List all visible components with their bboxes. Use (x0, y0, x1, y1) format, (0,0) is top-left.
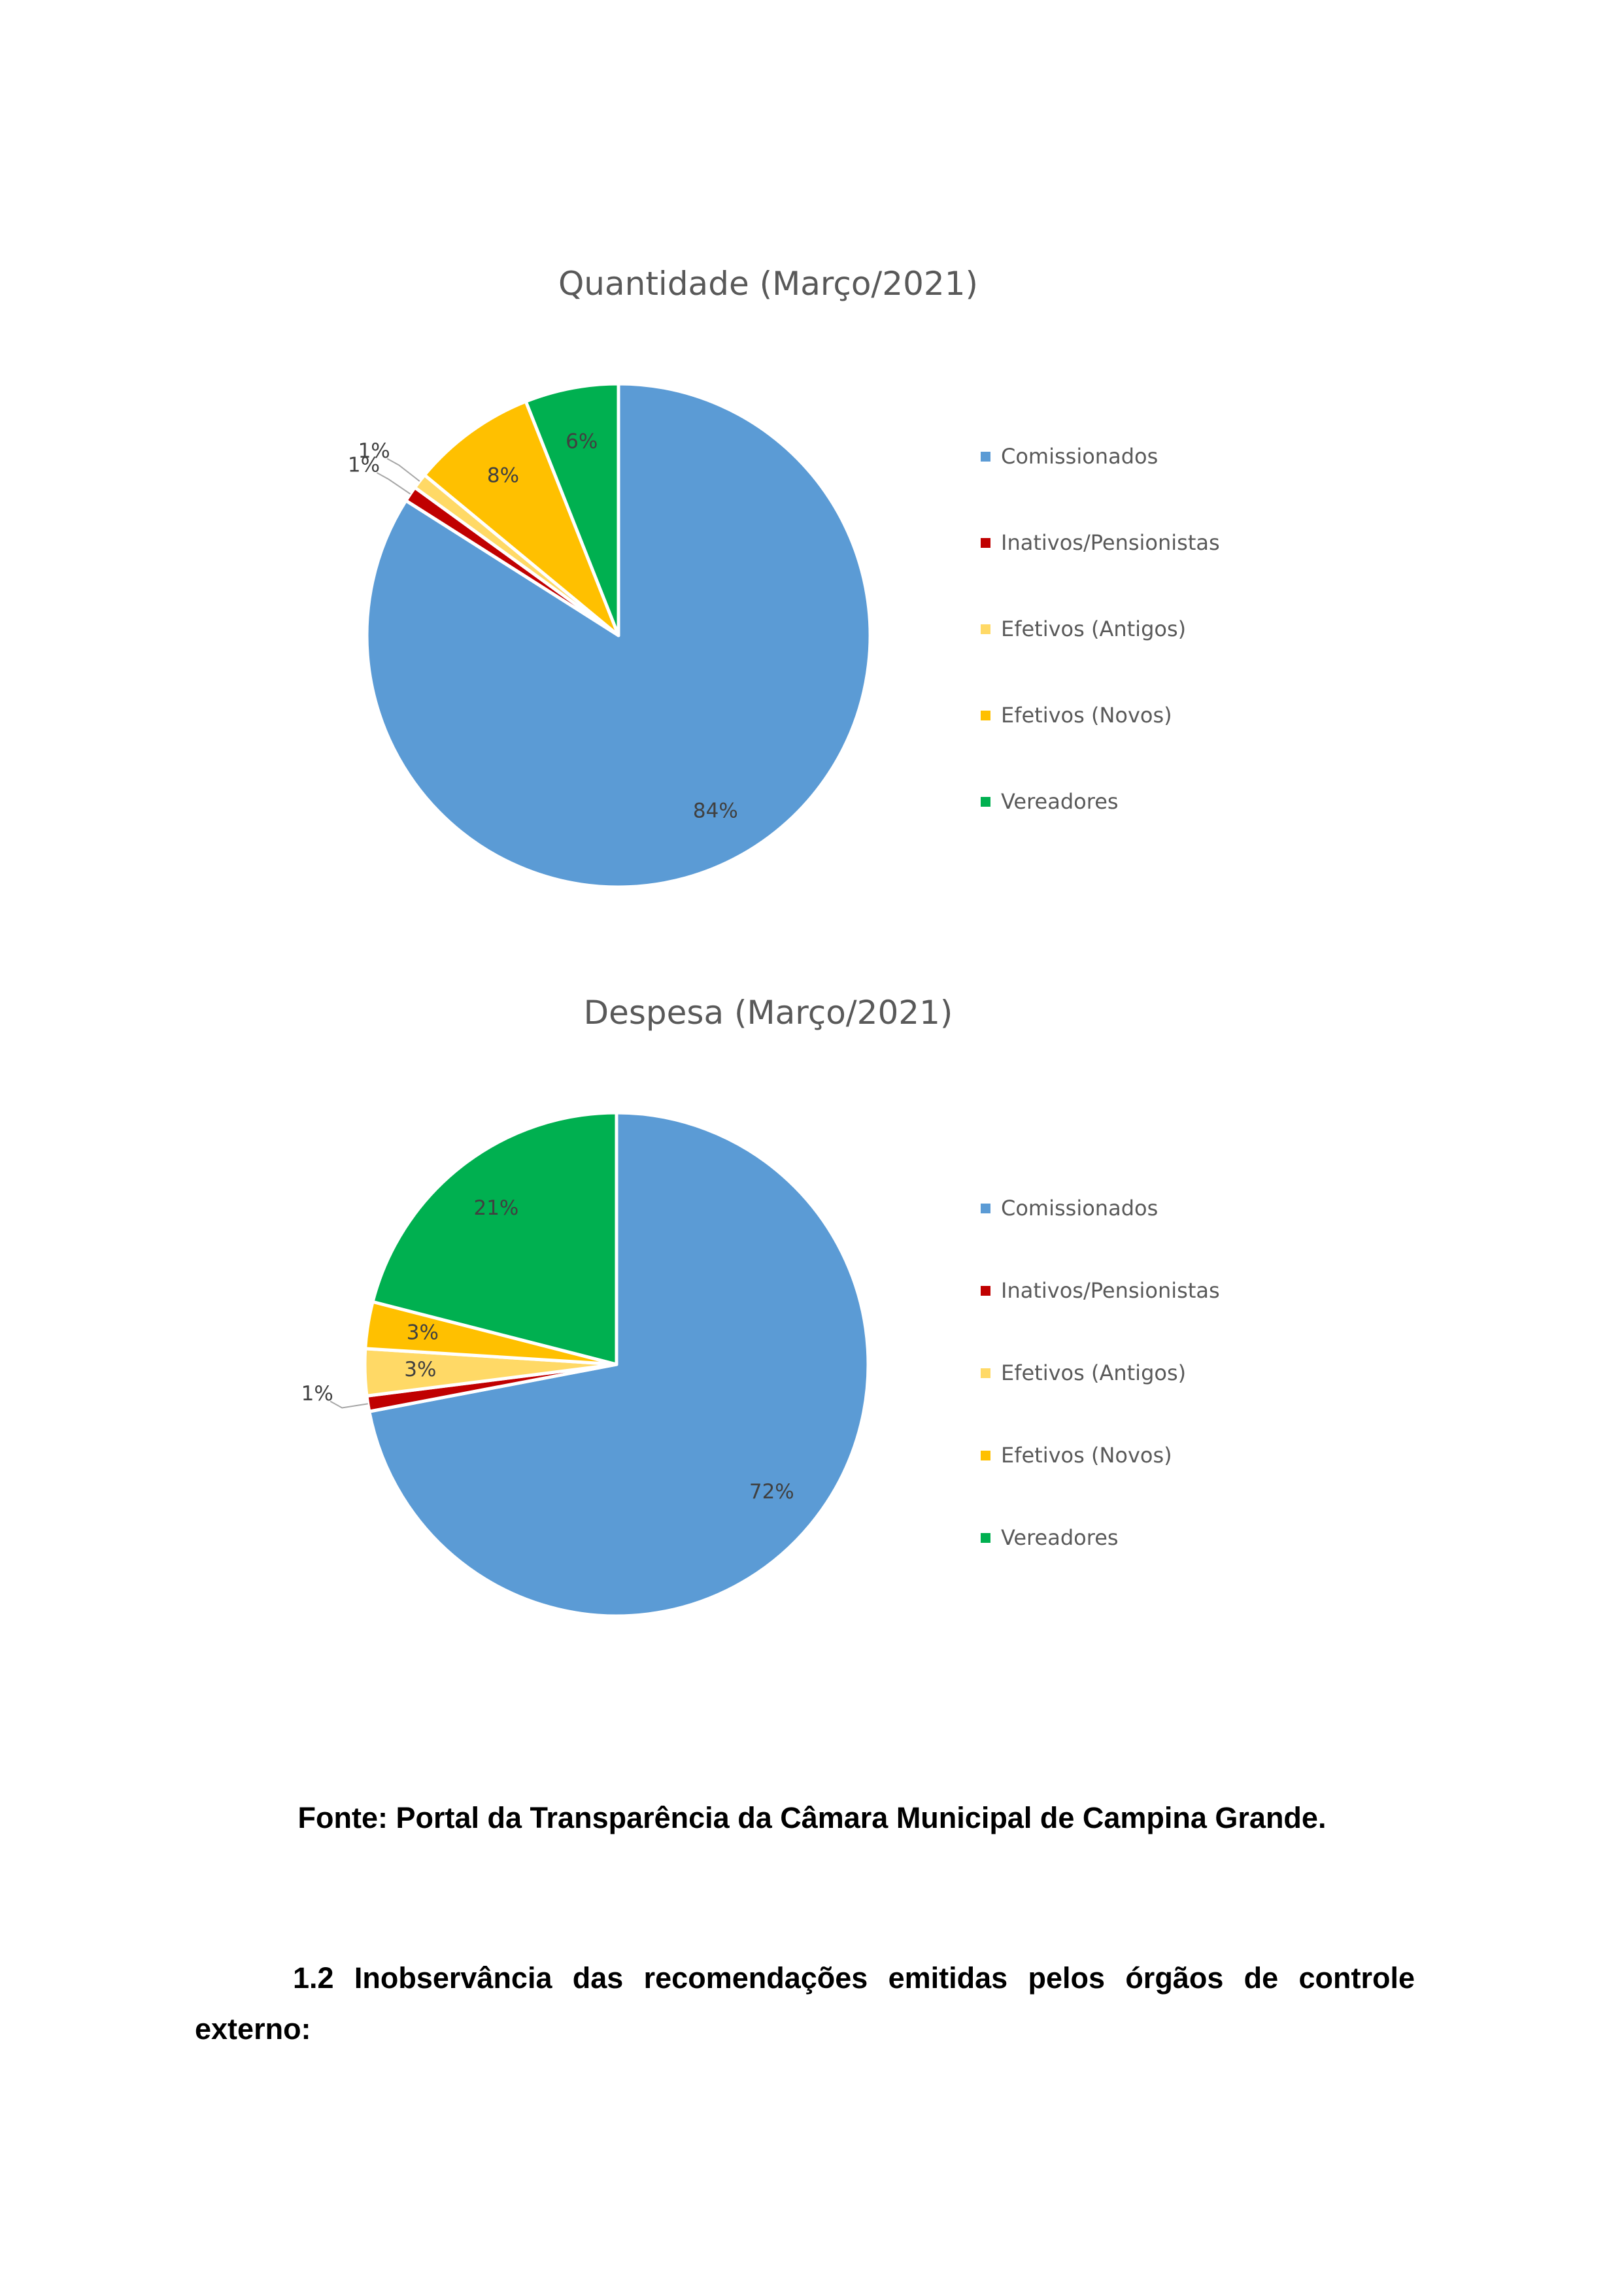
data-label: 72% (749, 1480, 794, 1504)
legend-item-vereadores: Vereadores (981, 1496, 1220, 1579)
legend-item-comissionados: Comissionados (981, 413, 1220, 499)
section-heading-line2: externo: (195, 2012, 311, 2046)
legend-item-efetivos-novos: Efetivos (Novos) (981, 672, 1220, 758)
data-label: 84% (693, 799, 738, 822)
data-label: 21% (473, 1196, 518, 1220)
legend-item-efetivos-novos: Efetivos (Novos) (981, 1414, 1220, 1496)
leader-line (330, 1400, 368, 1409)
chart-legend: Comissionados Inativos/Pensionistas Efet… (981, 413, 1220, 845)
pie-plot: 84% 1%1% 8% 6% (348, 382, 872, 889)
legend-label: Inativos/Pensionistas (1001, 1278, 1220, 1303)
legend-swatch (981, 1532, 990, 1543)
data-label: 3% (407, 1321, 439, 1345)
legend-swatch (981, 1450, 990, 1460)
legend-swatch (981, 1368, 990, 1378)
data-label: 1% (301, 1382, 333, 1406)
legend-label: Comissionados (1001, 1196, 1159, 1221)
data-label: 3% (404, 1358, 436, 1381)
pie-slice-vereadores (524, 382, 620, 637)
section-heading-line1: 1.2 Inobservância das recomendações emit… (293, 1961, 1415, 1995)
legend-label: Vereadores (1001, 789, 1119, 814)
leader-line (377, 472, 411, 495)
legend-swatch (981, 796, 990, 807)
legend-swatch (981, 537, 990, 548)
legend-swatch (981, 710, 990, 720)
legend-label: Efetivos (Antigos) (1001, 616, 1187, 641)
data-label: 1% (358, 439, 390, 463)
pie-slice-comissionados (367, 1111, 870, 1618)
figure-source-caption: Fonte: Portal da Transparência da Câmara… (297, 1801, 1327, 1834)
legend-label: Efetivos (Novos) (1001, 1443, 1172, 1468)
pie-plot: 72% 1% 3% 3% 21% (301, 1111, 870, 1618)
pie-slice-vereadores (371, 1111, 618, 1366)
legend-item-inativos-pensionistas: Inativos/Pensionistas (981, 1249, 1220, 1332)
data-label: 8% (487, 464, 519, 488)
pie-chart-quantidade: Quantidade (Março/2021) 84% 1% 1% 8% 6% Comi… (0, 248, 1624, 968)
legend-label: Comissionados (1001, 444, 1159, 469)
legend-item-comissionados: Comissionados (981, 1167, 1220, 1249)
legend-swatch (981, 451, 990, 462)
legend-item-efetivos-antigos: Efetivos (Antigos) (981, 586, 1220, 672)
legend-label: Inativos/Pensionistas (1001, 530, 1220, 555)
legend-item-inativos-pensionistas: Inativos/Pensionistas (981, 499, 1220, 586)
legend-label: Efetivos (Antigos) (1001, 1360, 1187, 1385)
legend-label: Efetivos (Novos) (1001, 703, 1172, 728)
legend-item-vereadores: Vereadores (981, 758, 1220, 845)
chart-legend: Comissionados Inativos/Pensionistas Efet… (981, 1167, 1220, 1579)
data-label: 6% (566, 430, 598, 454)
leader-line (386, 458, 420, 482)
legend-label: Vereadores (1001, 1525, 1119, 1550)
legend-swatch (981, 1285, 990, 1296)
pie-slice-efetivos-novos (422, 399, 620, 637)
data-label: 1% (348, 454, 380, 477)
pie-chart-despesa: Despesa (Março/2021) 72% 1% 3% 3% 21% Comiss… (0, 977, 1624, 1696)
legend-swatch (981, 1203, 990, 1213)
chart-title: Despesa (Março/2021) (583, 994, 953, 1032)
section-heading: 1.2 Inobservância das recomendações emit… (195, 1953, 1415, 2055)
chart-title: Quantidade (Março/2021) (558, 265, 979, 303)
legend-item-efetivos-antigos: Efetivos (Antigos) (981, 1332, 1220, 1414)
legend-swatch (981, 624, 990, 634)
